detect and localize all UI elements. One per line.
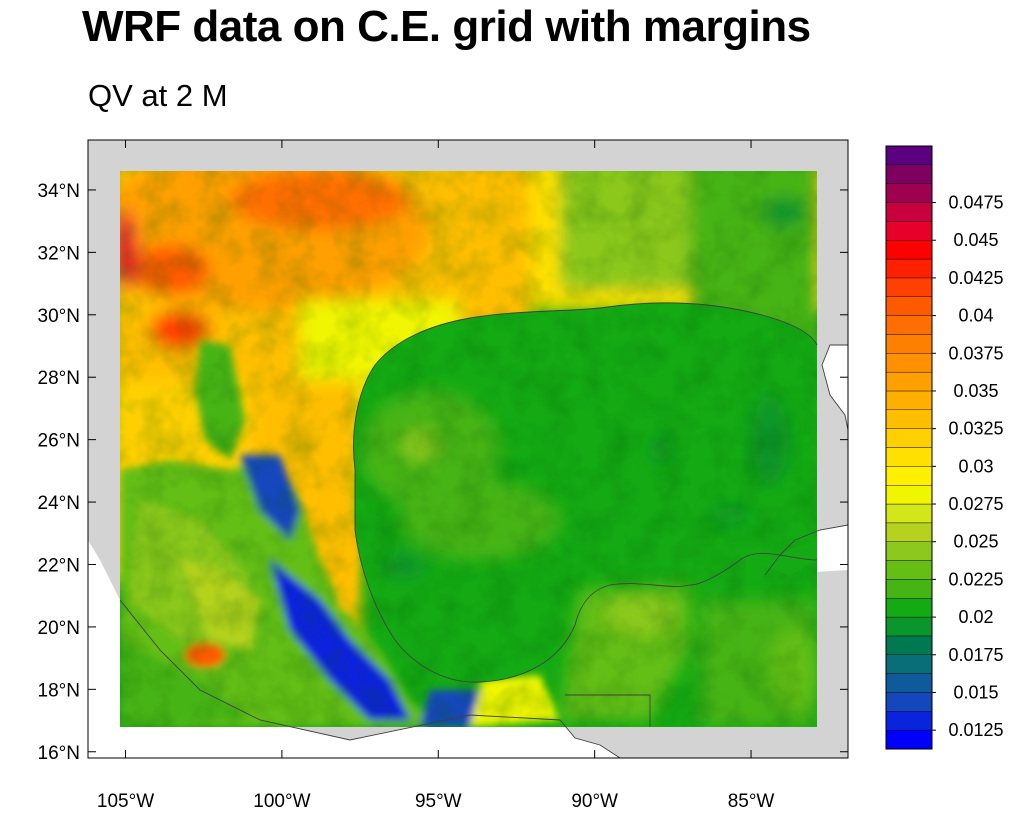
colorbar-label: 0.0275	[948, 494, 1003, 514]
colorbar-box	[885, 729, 933, 750]
lon-tick-label: 95°W	[415, 791, 462, 812]
colorbar-box	[885, 673, 933, 693]
colorbar-box	[885, 522, 933, 542]
colorbar-box	[885, 409, 933, 429]
qv-field	[120, 171, 817, 727]
colorbar-label: 0.02	[958, 607, 993, 627]
colorbar-box	[885, 353, 933, 373]
colorbar-box	[885, 447, 933, 467]
lon-tick-label: 100°W	[253, 791, 310, 812]
colorbar-box	[885, 183, 933, 203]
plot-border	[87, 139, 849, 759]
colorbar-label: 0.0375	[948, 343, 1003, 363]
colorbar-box	[885, 390, 933, 411]
lat-tick-label: 18°N	[38, 680, 80, 701]
lat-tick-label: 32°N	[38, 243, 80, 264]
colorbar-box	[885, 560, 933, 580]
lat-tick-label: 26°N	[38, 431, 80, 452]
lat-tick-label: 34°N	[38, 181, 80, 202]
colorbar-label: 0.0125	[948, 720, 1003, 740]
plot-subtitle: QV at 2 M	[88, 78, 228, 113]
colorbar-box	[885, 654, 933, 674]
colorbar-label: 0.0175	[948, 645, 1003, 665]
colorbar-label: 0.04	[958, 306, 993, 326]
lat-tick-label: 20°N	[38, 618, 80, 639]
lon-tick-label: 90°W	[571, 791, 618, 812]
colorbar-box	[885, 579, 933, 599]
colorbar-label: 0.035	[953, 381, 998, 401]
lat-axis: 16°N 18°N 20°N 22°N 24°N 26°N 28°N 30°N 32°N 34°N	[38, 181, 848, 764]
colorbar-box	[885, 315, 933, 335]
lat-tick-label: 28°N	[38, 368, 80, 389]
lon-tick-label: 105°W	[97, 791, 154, 812]
lon-tick-label: 85°W	[728, 791, 775, 812]
colorbar-box	[885, 334, 933, 354]
colorbar-box	[885, 145, 933, 166]
colorbar-box	[885, 466, 933, 486]
lat-tick-label: 16°N	[38, 743, 80, 764]
colorbar-box	[885, 277, 933, 297]
lon-axis: 105°W 100°W 95°W 90°W 85°W	[97, 140, 775, 812]
colorbar-box	[885, 711, 933, 731]
colorbar-box	[885, 503, 933, 524]
colorbar-label: 0.03	[958, 456, 993, 476]
lat-tick-label: 30°N	[38, 306, 80, 327]
colorbar-label: 0.045	[953, 230, 998, 250]
colorbar: 0.0125 0.015 0.0175 0.02 0.0225 0.025 0.0275 0.…	[885, 145, 1004, 750]
colorbar-box	[885, 202, 933, 222]
colorbar-box	[885, 428, 933, 448]
lat-tick-label: 24°N	[38, 493, 80, 514]
colorbar-label: 0.015	[953, 682, 998, 702]
colorbar-box	[885, 598, 933, 618]
plot-title: WRF data on C.E. grid with margins	[82, 2, 811, 51]
colorbar-border	[885, 145, 933, 750]
colorbar-box	[885, 164, 933, 184]
lat-tick-label: 22°N	[38, 555, 80, 576]
colorbar-label: 0.0475	[948, 193, 1003, 213]
colorbar-box	[885, 541, 933, 561]
colorbar-box	[885, 616, 933, 637]
colorbar-box	[885, 484, 933, 505]
colorbar-label: 0.0225	[948, 569, 1003, 589]
colorbar-box	[885, 258, 933, 279]
colorbar-label: 0.025	[953, 532, 998, 552]
colorbar-box	[885, 635, 933, 655]
coastlines	[119, 302, 848, 758]
colorbar-box	[885, 371, 933, 392]
colorbar-label: 0.0325	[948, 419, 1003, 439]
colorbar-box	[885, 296, 933, 316]
colorbar-label: 0.0425	[948, 268, 1003, 288]
colorbar-box	[885, 240, 933, 260]
colorbar-box	[885, 221, 933, 241]
colorbar-box	[885, 692, 933, 712]
